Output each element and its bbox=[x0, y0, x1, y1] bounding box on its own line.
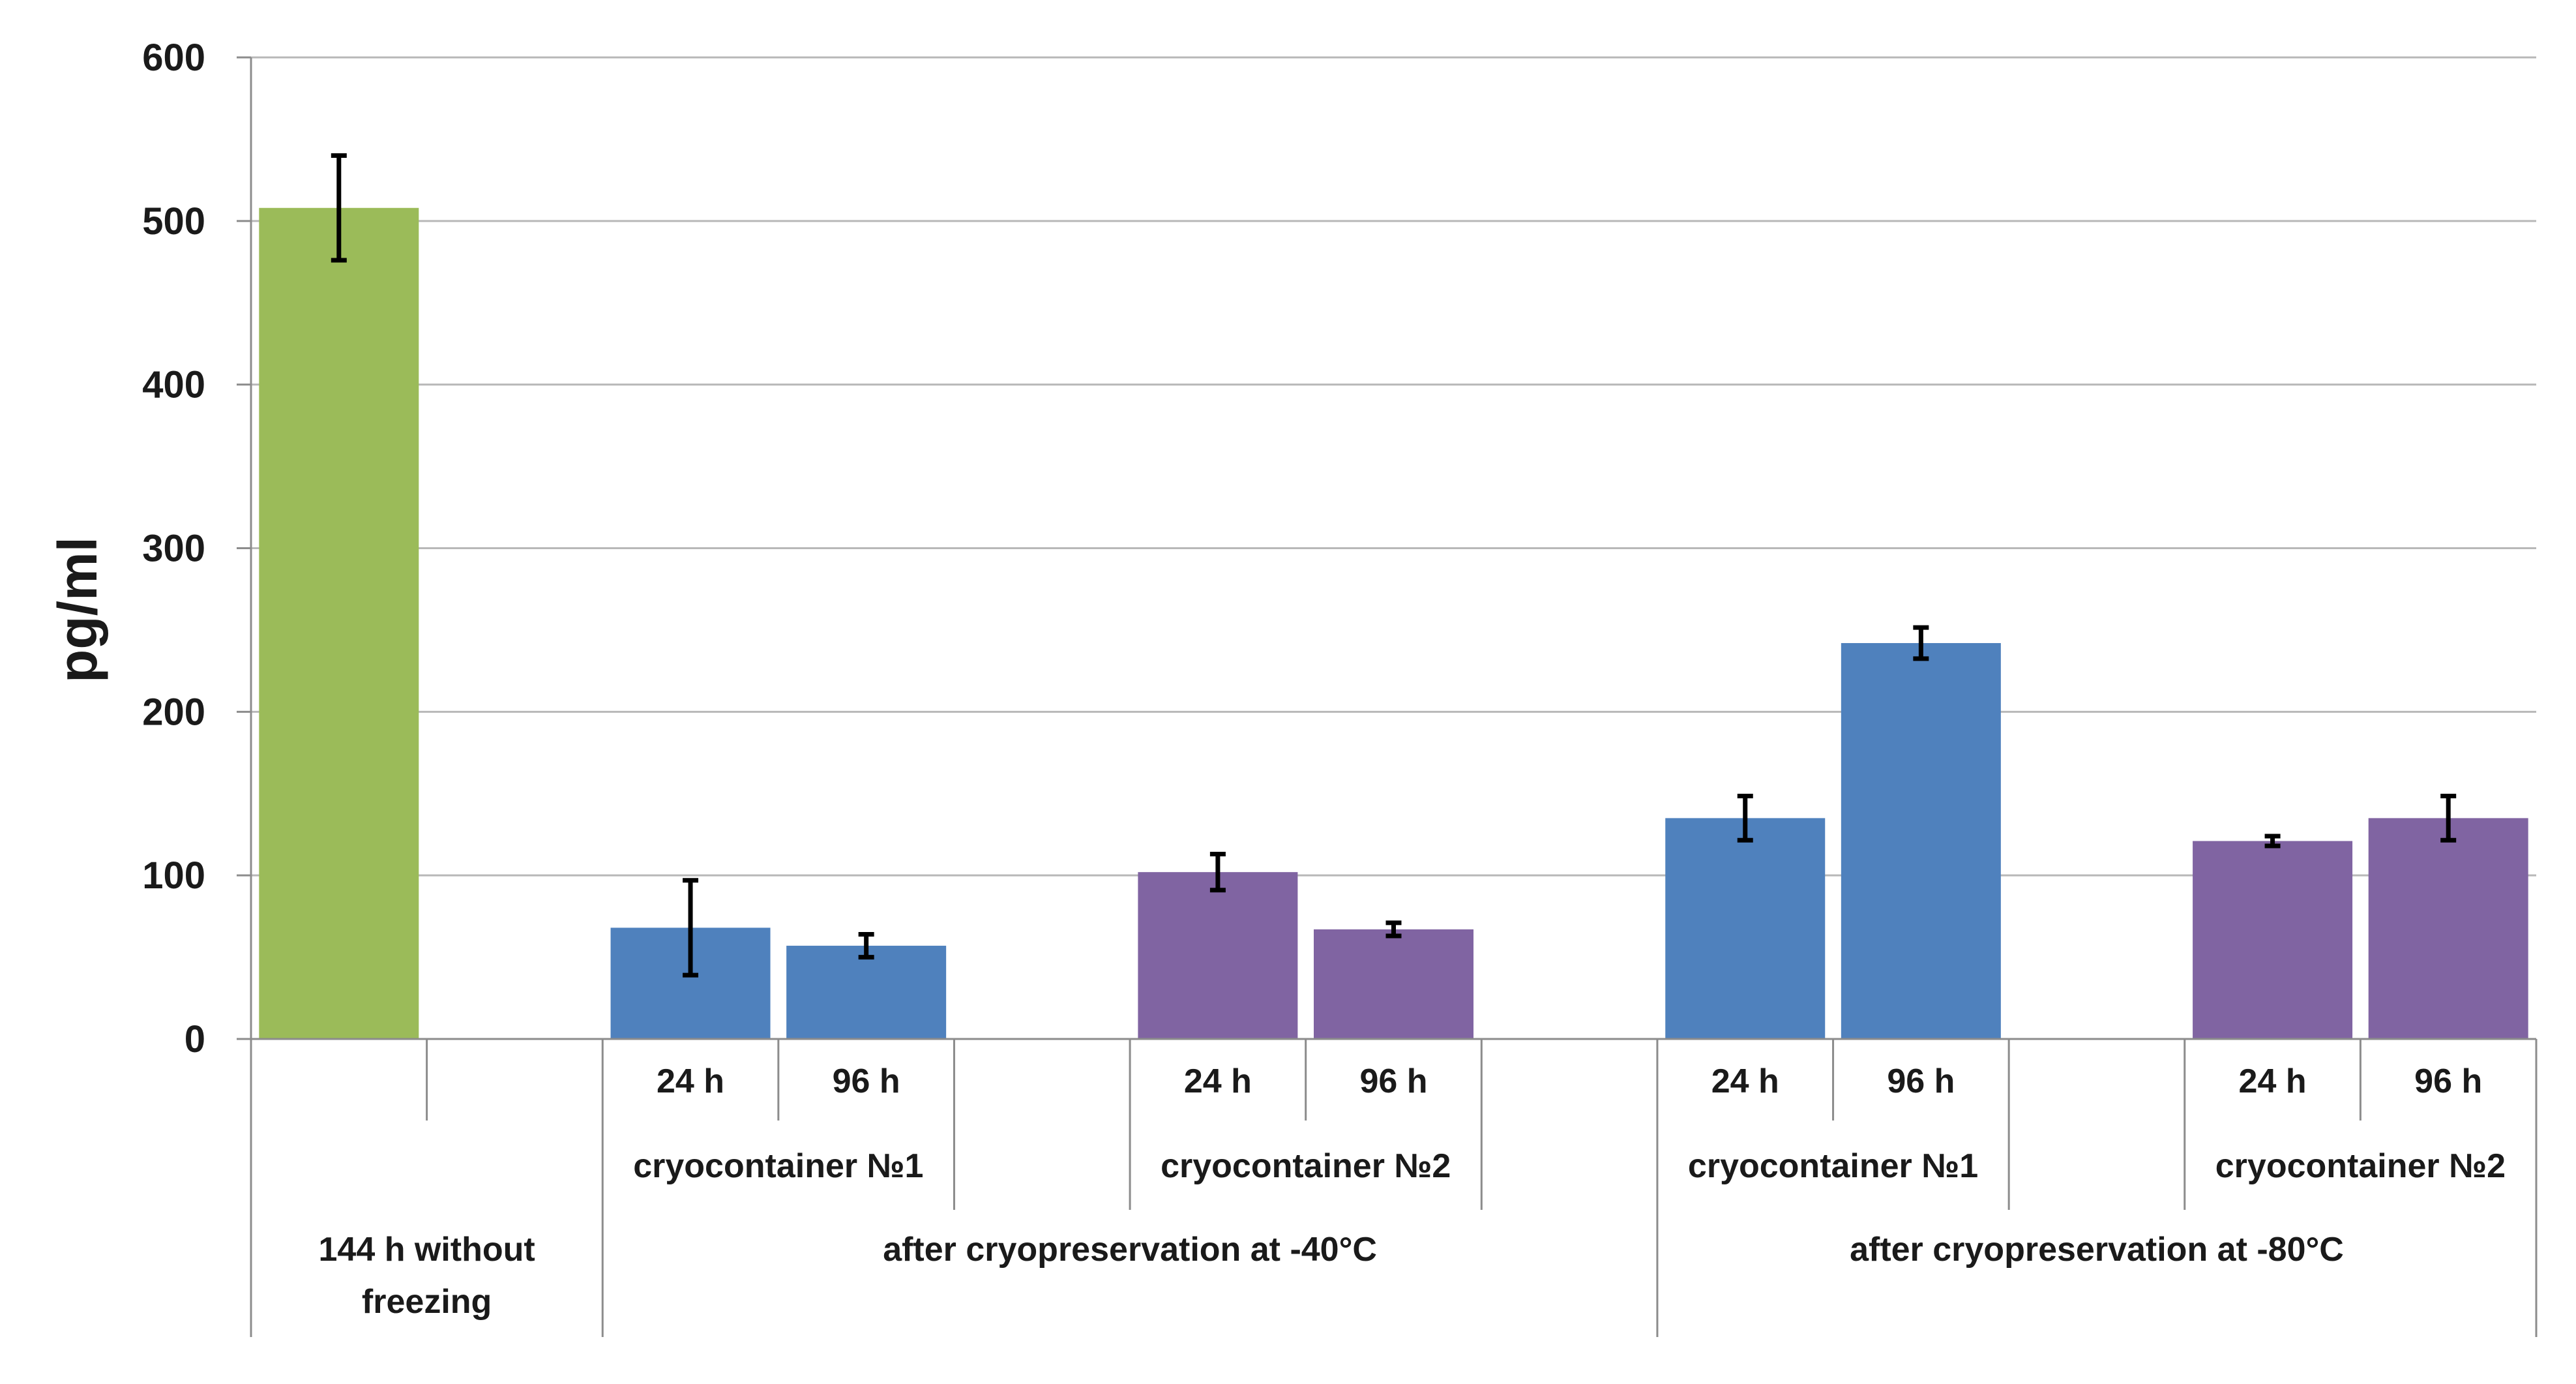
bar bbox=[1665, 818, 1826, 1039]
bar bbox=[786, 946, 947, 1039]
x-tick-label-time: 24 h bbox=[1711, 1062, 1779, 1100]
x-group-label-condition: freezing bbox=[362, 1283, 492, 1321]
y-tick-label: 600 bbox=[142, 37, 205, 79]
y-tick-label: 500 bbox=[142, 200, 205, 243]
y-tick-label: 100 bbox=[142, 854, 205, 897]
x-tick-label-time: 24 h bbox=[1184, 1062, 1252, 1100]
category-labels: 24 h 96 h 24 h 96 h 24 h 96 h 24 h 96 h cryocont… bbox=[318, 1062, 2506, 1321]
x-tick-label-time: 96 h bbox=[1887, 1062, 1955, 1100]
y-tick-label: 0 bbox=[185, 1018, 205, 1061]
x-tick-label-time: 96 h bbox=[2414, 1062, 2482, 1100]
bars bbox=[259, 207, 2528, 1040]
bar bbox=[1314, 929, 1473, 1039]
y-tick-labels: 0 100 200 300 400 500 600 bbox=[142, 37, 205, 1061]
y-axis-label: pg/ml bbox=[47, 537, 108, 683]
x-group-label-container: cryocontainer №2 bbox=[2215, 1147, 2506, 1185]
x-tick-label-time: 96 h bbox=[1359, 1062, 1427, 1100]
gridlines bbox=[251, 56, 2536, 877]
bar bbox=[1841, 642, 2001, 1039]
x-group-label-container: cryocontainer №2 bbox=[1161, 1147, 1451, 1185]
x-group-label-condition: after cryopreservation at -80°C bbox=[1850, 1231, 2344, 1269]
error-bars bbox=[331, 153, 2457, 978]
x-group-label-condition: 144 h without bbox=[318, 1231, 535, 1269]
bar bbox=[259, 207, 419, 1040]
axes bbox=[237, 56, 2538, 1337]
x-group-label-container: cryocontainer №1 bbox=[633, 1147, 923, 1185]
y-tick-label: 300 bbox=[142, 528, 205, 570]
x-tick-label-time: 96 h bbox=[833, 1062, 900, 1100]
x-group-label-container: cryocontainer №1 bbox=[1688, 1147, 1978, 1185]
bar bbox=[2368, 818, 2528, 1039]
x-group-label-condition: after cryopreservation at -40°C bbox=[883, 1231, 1377, 1269]
bar bbox=[1138, 872, 1298, 1039]
y-tick-label: 200 bbox=[142, 691, 205, 733]
x-tick-label-time: 24 h bbox=[2239, 1062, 2307, 1100]
x-tick-label-time: 24 h bbox=[657, 1062, 724, 1100]
y-tick-label: 400 bbox=[142, 364, 205, 406]
bar bbox=[2193, 841, 2353, 1039]
